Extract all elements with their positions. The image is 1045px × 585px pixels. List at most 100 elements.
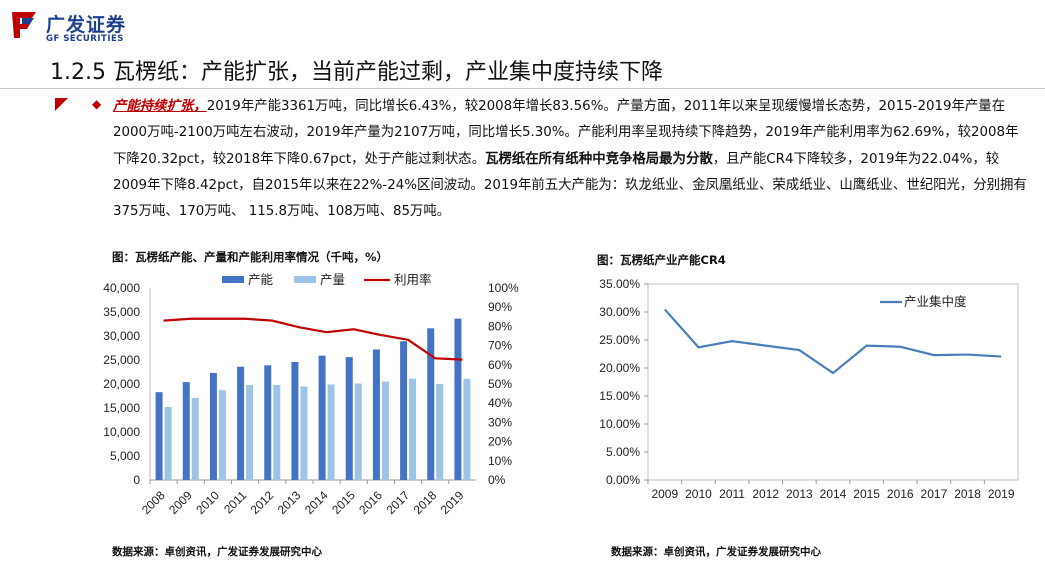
legend-output-swatch	[294, 276, 316, 283]
x-tick-label: 2011	[221, 488, 249, 516]
cr4-x-tick-label: 2014	[820, 487, 847, 501]
output-bar	[463, 378, 471, 480]
x-tick-label: 2014	[302, 488, 331, 517]
capacity-bar	[427, 328, 435, 480]
right-source-note: 数据来源：卓创资讯，广发证券发展研究中心	[611, 546, 821, 558]
cr4-y-tick-label: 15.00%	[599, 389, 640, 403]
page-title: 1.2.5 瓦楞纸：产能扩张，当前产能过剩，产业集中度持续下降	[50, 60, 663, 85]
left-y-tick-label: 0	[133, 473, 140, 487]
logo-mark-icon	[12, 12, 36, 38]
left-y-tick-label: 20,000	[103, 377, 140, 391]
cr4-x-tick-label: 2013	[786, 487, 813, 501]
capacity-output-chart: 0 5,000 10,000 15,000 20,000 25,000 30,000 35,0…	[103, 272, 519, 517]
capacity-bar	[454, 318, 462, 480]
right-y-tick-label: 20%	[488, 435, 512, 449]
cr4-y-tick-label: 25.00%	[599, 333, 640, 347]
output-bar	[436, 383, 444, 480]
left-y-tick-label: 15,000	[103, 401, 140, 415]
summary-paragraph: 产能持续扩张，2019年产能3361万吨，同比增长6.43%，较2008年增长8…	[113, 94, 1028, 225]
left-y-tick-label: 10,000	[103, 425, 140, 439]
diamond-bullet-icon: ◆	[92, 97, 102, 111]
highlight-phrase: 产能持续扩张，	[113, 99, 207, 114]
output-bar	[273, 384, 281, 480]
paragraph-text-2: ，且产能CR4下降较多，2019年为22.04%，较2009年下降8.42pct…	[113, 151, 1027, 220]
capacity-bar	[318, 355, 326, 480]
cr4-plot-frame	[647, 283, 1019, 481]
cr4-x-tick-label: 2016	[887, 487, 914, 501]
cr4-x-tick-label: 2015	[853, 487, 880, 501]
cr4-x-tick-label: 2011	[719, 487, 745, 501]
left-y-tick-label: 25,000	[103, 353, 140, 367]
cr4-y-tick-label: 10.00%	[599, 417, 640, 431]
cr4-x-tick-label: 2019	[988, 487, 1015, 501]
cr4-line	[663, 308, 1002, 375]
title-divider	[0, 88, 1045, 89]
capacity-bar	[372, 349, 380, 480]
right-y-tick-label: 40%	[488, 396, 512, 410]
left-y-tick-label: 35,000	[103, 305, 140, 319]
legend-rate-label: 利用率	[394, 272, 432, 287]
utilization-line	[163, 317, 463, 361]
logo-text: 广发证券	[46, 14, 127, 36]
x-tick-label: 2015	[329, 488, 358, 517]
x-tick-label: 2013	[275, 488, 304, 517]
right-y-tick-label: 30%	[488, 415, 512, 429]
cr4-y-tick-label: 20.00%	[599, 361, 640, 375]
output-bar	[300, 386, 308, 480]
left-y-tick-label: 30,000	[103, 329, 140, 343]
logo-subtext: GF SECURITIES	[46, 34, 124, 44]
cr4-y-tick-label: 30.00%	[599, 305, 640, 319]
x-tick-label: 2018	[411, 488, 440, 517]
left-source-note: 数据来源：卓创资讯，广发证券发展研究中心	[112, 546, 322, 558]
paragraph-text-1: 2019年产能3361万吨，同比增长6.43%，较2008年增长83.56%。产…	[113, 99, 1019, 167]
output-bar	[354, 383, 362, 480]
x-tick-label: 2019	[438, 488, 467, 517]
x-tick-label: 2017	[383, 488, 412, 517]
capacity-bar	[264, 365, 272, 480]
x-tick-label: 2009	[166, 488, 195, 517]
output-bar	[327, 384, 335, 480]
right-y-tick-label: 10%	[488, 454, 512, 468]
right-y-tick-label: 50%	[488, 377, 512, 391]
x-tick-label: 2012	[248, 488, 277, 517]
cr4-y-tick-label: 0.00%	[606, 473, 640, 487]
output-bar	[191, 397, 199, 480]
right-y-tick-label: 90%	[488, 300, 512, 314]
capacity-bar	[291, 361, 299, 480]
right-y-tick-label: 80%	[488, 319, 512, 333]
capacity-bar	[237, 366, 245, 480]
legend-output-label: 产量	[320, 273, 345, 287]
right-figure-caption: 图：瓦楞纸产业产能CR4	[597, 253, 726, 267]
brand-logo: 广发证券 GF SECURITIES	[8, 6, 148, 46]
cr4-y-tick-label: 35.00%	[599, 277, 640, 291]
x-tick-label: 2016	[356, 488, 385, 517]
capacity-bar	[400, 341, 408, 480]
x-tick-label: 2010	[193, 488, 222, 517]
cr4-legend-label: 产业集中度	[904, 294, 967, 309]
right-y-tick-label: 0%	[488, 473, 506, 487]
bold-phrase: 瓦楞纸在所有纸种中竞争格局最为分散	[485, 151, 713, 167]
cr4-x-tick-label: 2012	[752, 487, 779, 501]
cr4-x-tick-label: 2017	[921, 487, 948, 501]
cr4-x-tick-label: 2009	[651, 487, 678, 501]
output-bar	[381, 381, 389, 480]
capacity-bar	[155, 392, 163, 480]
cr4-y-tick-label: 5.00%	[606, 445, 640, 459]
right-y-tick-label: 70%	[488, 339, 512, 353]
right-y-tick-label: 100%	[488, 281, 519, 295]
right-y-tick-label: 60%	[488, 358, 512, 372]
left-figure-caption: 图：瓦楞纸产能、产量和产能利用率情况（千吨，%）	[112, 250, 389, 264]
output-bar	[246, 384, 254, 480]
cr4-x-tick-label: 2018	[954, 487, 981, 501]
left-y-tick-label: 40,000	[103, 281, 140, 295]
cr4-chart: 0.00% 5.00% 10.00% 15.00% 20.00% 25.00% 30.00%…	[599, 277, 1019, 501]
section-marker-icon	[55, 98, 68, 111]
capacity-bar	[345, 357, 353, 480]
cr4-x-tick-label: 2010	[685, 487, 712, 501]
output-bar	[218, 390, 226, 480]
legend-capacity-swatch	[222, 276, 244, 283]
capacity-bar	[182, 382, 190, 480]
output-bar	[409, 378, 417, 480]
x-tick-label: 2008	[139, 488, 168, 517]
output-bar	[164, 407, 172, 480]
